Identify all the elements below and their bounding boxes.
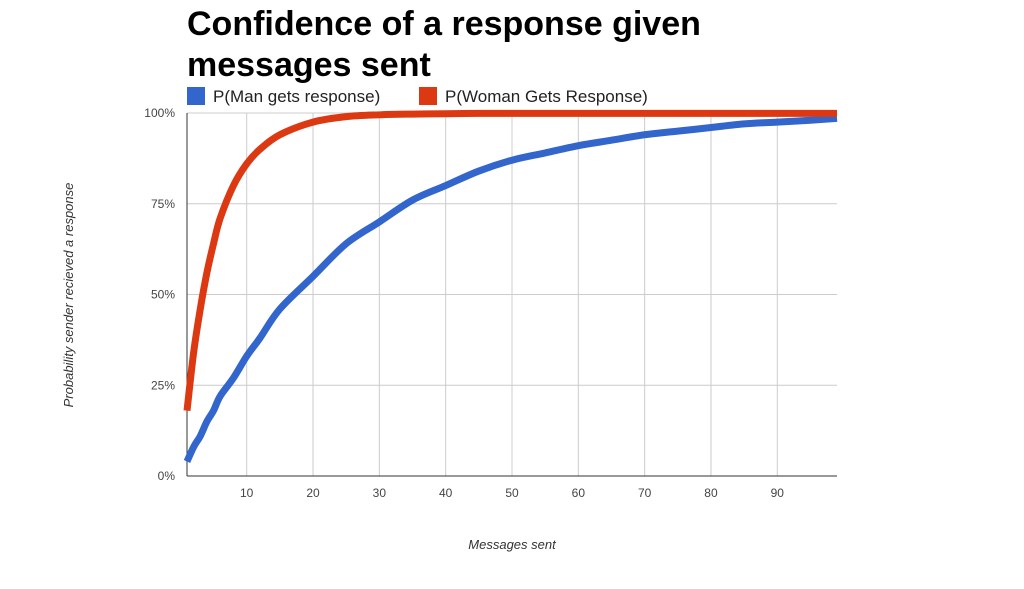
legend-swatch	[419, 87, 437, 105]
y-tick-label: 50%	[151, 288, 175, 302]
legend-swatch	[187, 87, 205, 105]
legend-label: P(Woman Gets Response)	[445, 87, 648, 106]
series-line-woman	[183, 109, 837, 412]
series-line-man	[183, 114, 838, 463]
x-axis-title: Messages sent	[468, 537, 557, 552]
tick-labels: 0% 25% 50% 75% 100% 10 20 30 40 50 60 70 80 90	[144, 106, 784, 500]
y-tick-label: 0%	[158, 469, 176, 483]
x-tick-label: 10	[240, 486, 254, 500]
x-tick-label: 60	[572, 486, 586, 500]
x-tick-label: 90	[771, 486, 785, 500]
y-tick-label: 75%	[151, 197, 175, 211]
chart-title: Confidence of a response given messages …	[187, 5, 701, 84]
legend: P(Man gets response) P(Woman Gets Respons…	[187, 87, 648, 106]
y-tick-label: 100%	[144, 106, 175, 120]
y-axis-title: Probability sender recieved a response	[61, 183, 76, 408]
x-tick-label: 40	[439, 486, 453, 500]
chart-title-line-2: messages sent	[187, 46, 431, 84]
x-tick-label: 70	[638, 486, 652, 500]
y-tick-label: 25%	[151, 378, 175, 392]
x-tick-label: 80	[704, 486, 718, 500]
grid	[187, 112, 837, 477]
legend-label: P(Man gets response)	[213, 87, 380, 106]
x-tick-label: 30	[373, 486, 387, 500]
chart-title-line-1: Confidence of a response given	[187, 5, 701, 43]
axes	[186, 113, 837, 477]
x-tick-label: 50	[505, 486, 519, 500]
series-layer	[183, 109, 838, 463]
x-tick-label: 20	[306, 486, 320, 500]
